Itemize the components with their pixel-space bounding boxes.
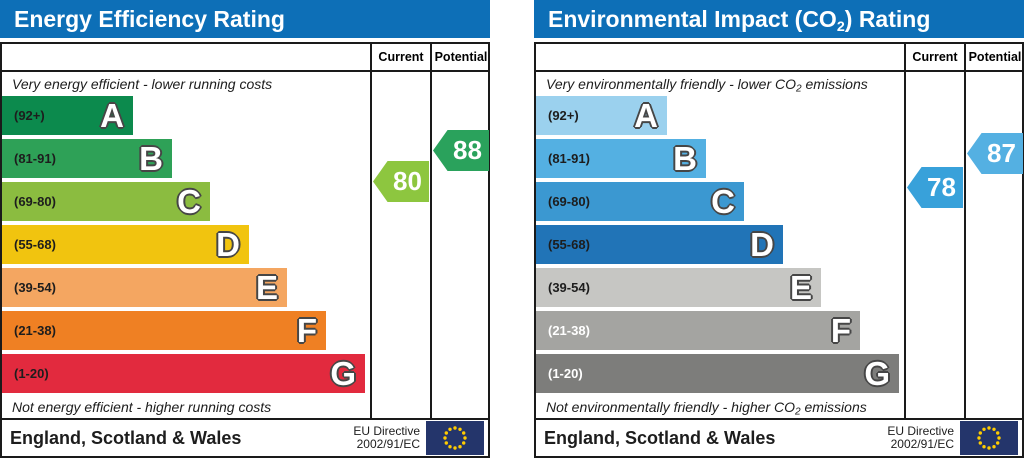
band-letter: D bbox=[750, 226, 774, 263]
rating-bands: (92+) A (81-91) B (69-80) C bbox=[536, 96, 904, 397]
region-label: England, Scotland & Wales bbox=[544, 427, 776, 448]
potential-rating-value: 88 bbox=[453, 135, 482, 165]
band-range-label: (55-68) bbox=[548, 237, 590, 252]
band-bar-b: (81-91) B bbox=[2, 139, 172, 178]
band-letter: G bbox=[864, 355, 890, 392]
band-range-label: (81-91) bbox=[14, 151, 56, 166]
columns-header-row bbox=[536, 44, 1022, 72]
band-bar-e: (39-54) E bbox=[536, 268, 821, 307]
band-range-label: (21-38) bbox=[548, 323, 590, 338]
band-row-e: (39-54) E bbox=[2, 268, 370, 311]
band-row-a: (92+) A bbox=[2, 96, 370, 139]
band-row-d: (55-68) D bbox=[536, 225, 904, 268]
band-letter: E bbox=[789, 269, 812, 306]
column-divider bbox=[370, 44, 372, 418]
band-bar-d: (55-68) D bbox=[2, 225, 249, 264]
band-row-f: (21-38) F bbox=[536, 311, 904, 354]
top-caption: Very environmentally friendly - lower CO… bbox=[546, 76, 868, 95]
band-row-c: (69-80) C bbox=[2, 182, 370, 225]
band-row-a: (92+) A bbox=[536, 96, 904, 139]
band-range-label: (92+) bbox=[548, 108, 579, 123]
current-rating-value: 80 bbox=[393, 166, 422, 196]
potential-rating-pointer: 88 bbox=[433, 130, 489, 171]
current-rating-pointer: 80 bbox=[373, 161, 429, 202]
energy-efficiency-chart-box: Current Potential Very energy efficient … bbox=[0, 42, 490, 458]
band-letter: A bbox=[100, 97, 124, 134]
region-label: England, Scotland & Wales bbox=[10, 427, 242, 448]
band-range-label: (69-80) bbox=[14, 194, 56, 209]
band-range-label: (81-91) bbox=[548, 151, 590, 166]
band-row-b: (81-91) B bbox=[2, 139, 370, 182]
potential-rating-pointer: 87 bbox=[967, 133, 1023, 174]
band-letter: D bbox=[216, 226, 240, 263]
band-range-label: (21-38) bbox=[14, 323, 56, 338]
top-caption: Very energy efficient - lower running co… bbox=[12, 76, 273, 92]
current-column-header: Current bbox=[378, 50, 424, 64]
current-rating-pointer: 78 bbox=[907, 167, 963, 208]
chart-footer: England, Scotland & Wales EU Directive 2… bbox=[536, 418, 1022, 456]
panel-environmental-impact: Environmental Impact (CO2) Rating Curren… bbox=[534, 0, 1024, 460]
band-bar-f: (21-38) F bbox=[2, 311, 326, 350]
band-row-g: (1-20) G bbox=[2, 354, 370, 397]
current-rating-value: 78 bbox=[927, 172, 956, 202]
band-letter: B bbox=[139, 140, 163, 177]
energy-efficiency-title: Energy Efficiency Rating bbox=[0, 0, 490, 38]
chart-footer: England, Scotland & Wales EU Directive 2… bbox=[2, 418, 488, 456]
bottom-caption: Not environmentally friendly - higher CO… bbox=[546, 399, 867, 418]
band-range-label: (55-68) bbox=[14, 237, 56, 252]
band-letter: G bbox=[330, 355, 356, 392]
band-row-g: (1-20) G bbox=[536, 354, 904, 397]
eu-flag-icon bbox=[960, 421, 1018, 455]
columns-header-row bbox=[2, 44, 488, 72]
band-bar-g: (1-20) G bbox=[2, 354, 365, 393]
band-range-label: (1-20) bbox=[548, 366, 583, 381]
band-bar-c: (69-80) C bbox=[2, 182, 210, 221]
band-row-d: (55-68) D bbox=[2, 225, 370, 268]
band-letter: F bbox=[296, 312, 317, 349]
band-range-label: (39-54) bbox=[548, 280, 590, 295]
eu-directive-label: EU Directive 2002/91/EC bbox=[887, 424, 954, 451]
band-row-b: (81-91) B bbox=[536, 139, 904, 182]
band-range-label: (92+) bbox=[14, 108, 45, 123]
band-range-label: (39-54) bbox=[14, 280, 56, 295]
band-bar-c: (69-80) C bbox=[536, 182, 744, 221]
band-row-e: (39-54) E bbox=[536, 268, 904, 311]
band-bar-f: (21-38) F bbox=[536, 311, 860, 350]
band-bar-b: (81-91) B bbox=[536, 139, 706, 178]
column-divider bbox=[964, 44, 966, 418]
eu-directive-label: EU Directive 2002/91/EC bbox=[353, 424, 420, 451]
band-bar-e: (39-54) E bbox=[2, 268, 287, 307]
rating-bands: (92+) A (81-91) B (69-80) C bbox=[2, 96, 370, 397]
band-letter: B bbox=[673, 140, 697, 177]
band-range-label: (1-20) bbox=[14, 366, 49, 381]
potential-column-header: Potential bbox=[968, 50, 1022, 64]
environmental-impact-chart-box: Current Potential Very environmentally f… bbox=[534, 42, 1024, 458]
eu-flag-icon bbox=[426, 421, 484, 455]
panel-energy-efficiency: Energy Efficiency Rating Current Potenti… bbox=[0, 0, 490, 460]
potential-column-header: Potential bbox=[434, 50, 488, 64]
band-letter: A bbox=[634, 97, 658, 134]
band-letter: F bbox=[830, 312, 851, 349]
band-letter: C bbox=[177, 183, 201, 220]
band-bar-a: (92+) A bbox=[2, 96, 133, 135]
column-divider bbox=[430, 44, 432, 418]
band-bar-g: (1-20) G bbox=[536, 354, 899, 393]
band-bar-d: (55-68) D bbox=[536, 225, 783, 264]
potential-rating-value: 87 bbox=[987, 138, 1016, 168]
band-letter: C bbox=[711, 183, 735, 220]
band-row-f: (21-38) F bbox=[2, 311, 370, 354]
current-column-header: Current bbox=[912, 50, 958, 64]
band-row-c: (69-80) C bbox=[536, 182, 904, 225]
band-bar-a: (92+) A bbox=[536, 96, 667, 135]
bottom-caption: Not energy efficient - higher running co… bbox=[12, 399, 272, 415]
band-range-label: (69-80) bbox=[548, 194, 590, 209]
column-divider bbox=[904, 44, 906, 418]
environmental-impact-title: Environmental Impact (CO2) Rating bbox=[534, 0, 1024, 38]
band-letter: E bbox=[255, 269, 278, 306]
